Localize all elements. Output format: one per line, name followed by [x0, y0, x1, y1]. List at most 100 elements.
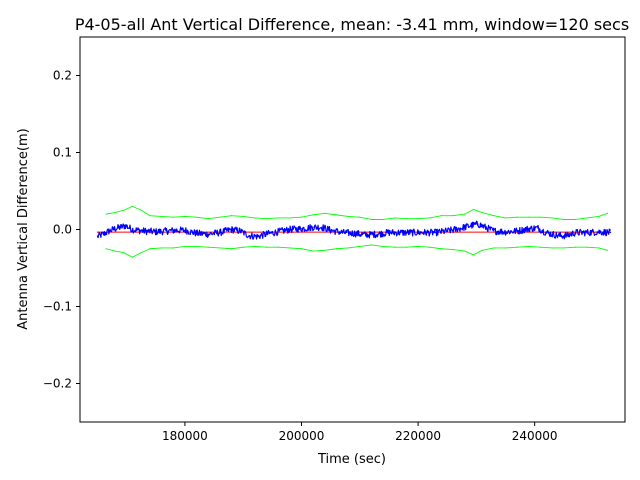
series-point-upper-bound: [207, 218, 209, 220]
series-point-lower-bound: [528, 245, 530, 248]
series-point-vertical-difference: [574, 231, 577, 234]
series-line-lower-bound: [106, 244, 608, 258]
series-point-upper-bound: [440, 215, 442, 217]
series-point-lower-bound: [586, 246, 588, 248]
series-point-upper-bound: [105, 213, 107, 215]
series-point-vertical-difference: [300, 228, 303, 230]
series-point-vertical-difference: [248, 235, 250, 237]
series-point-lower-bound: [324, 249, 326, 251]
series-point-upper-bound: [277, 217, 279, 219]
series-point-mean: [96, 231, 99, 233]
series-point-upper-bound: [312, 214, 314, 216]
series-point-vertical-difference: [458, 228, 460, 230]
axis-layer: 180000 200000 220000 240000 −0.2 −0.1 0.0 0.1 0.…: [43, 69, 558, 444]
series-point-upper-bound: [493, 215, 495, 217]
series-point-upper-bound: [370, 218, 373, 221]
series-point-vertical-difference: [219, 231, 221, 234]
series-point-vertical-difference: [114, 228, 116, 230]
series-point-upper-bound: [598, 215, 600, 218]
series-point-lower-bound: [347, 247, 349, 249]
series-point-upper-bound: [551, 217, 553, 219]
series-point-upper-bound: [574, 218, 577, 221]
series-point-vertical-difference: [566, 235, 568, 237]
series-point-upper-bound: [417, 218, 419, 220]
series-point-upper-bound: [586, 217, 588, 219]
series-point-upper-bound: [359, 216, 361, 218]
series-point-upper-bound: [539, 216, 542, 218]
series-point-vertical-difference: [516, 230, 518, 232]
series-point-upper-bound: [242, 215, 244, 218]
series-point-lower-bound: [105, 248, 107, 250]
series-point-vertical-difference: [239, 230, 241, 232]
series-point-upper-bound: [289, 217, 291, 219]
series-point-lower-bound: [300, 248, 303, 250]
series-point-vertical-difference: [353, 232, 355, 234]
series-point-vertical-difference: [469, 225, 472, 227]
series-point-vertical-difference: [108, 230, 110, 232]
series-point-upper-bound: [504, 217, 507, 219]
series-point-upper-bound: [472, 208, 475, 211]
series-point-upper-bound: [429, 217, 431, 219]
series-point-lower-bound: [539, 246, 542, 248]
series-point-lower-bound: [230, 248, 233, 250]
series-point-upper-bound: [140, 209, 142, 211]
series-point-lower-bound: [452, 248, 454, 251]
series-point-lower-bound: [417, 245, 419, 248]
x-axis-label: Time (sec): [317, 452, 386, 467]
series-point-upper-bound: [230, 215, 233, 217]
chart-title: P4-05-all Ant Vertical Difference, mean:…: [75, 15, 629, 34]
y-tick-label: 0.1: [53, 146, 72, 160]
series-point-vertical-difference: [504, 231, 507, 233]
series-point-upper-bound: [563, 218, 565, 221]
series-point-vertical-difference: [376, 233, 378, 235]
series-point-lower-bound: [598, 247, 600, 249]
series-point-lower-bound: [131, 256, 134, 258]
series-point-vertical-difference: [493, 230, 495, 232]
series-point-lower-bound: [359, 245, 361, 248]
series-point-lower-bound: [123, 252, 125, 254]
series-point-lower-bound: [289, 247, 291, 249]
series-point-lower-bound: [429, 246, 431, 248]
series-point-lower-bound: [312, 250, 314, 252]
series-point-vertical-difference: [230, 228, 233, 231]
series-point-lower-bound: [606, 249, 609, 251]
series-point-upper-bound: [347, 215, 349, 218]
series-point-vertical-difference: [536, 227, 539, 229]
series-point-upper-bound: [254, 217, 256, 219]
series-point-lower-bound: [382, 245, 384, 248]
series-point-vertical-difference: [341, 231, 343, 234]
series-point-vertical-difference: [545, 231, 547, 234]
series-point-upper-bound: [464, 213, 466, 215]
series-point-upper-bound: [149, 215, 151, 217]
series-point-vertical-difference: [195, 232, 198, 234]
series-point-lower-bound: [472, 254, 475, 256]
series-point-lower-bound: [277, 246, 279, 248]
y-tick-label: −0.2: [43, 377, 72, 391]
series-point-vertical-difference: [423, 231, 425, 234]
series-point-vertical-difference: [155, 231, 157, 233]
series-point-lower-bound: [493, 247, 495, 249]
series-point-upper-bound: [161, 215, 163, 218]
series-line-vertical-difference: [96, 220, 611, 240]
series-point-upper-bound: [516, 216, 518, 218]
series-point-lower-bound: [335, 248, 338, 250]
series-point-vertical-difference: [96, 235, 99, 238]
series-point-upper-bound: [335, 214, 338, 216]
x-tick-label: 180000: [162, 429, 208, 443]
y-tick-label: 0.0: [53, 223, 72, 237]
series-point-upper-bound: [382, 218, 384, 221]
series-point-upper-bound: [131, 205, 134, 207]
series-point-lower-bound: [464, 250, 466, 252]
series-point-vertical-difference: [557, 235, 559, 237]
x-tick-label: 220000: [395, 429, 441, 443]
series-point-vertical-difference: [143, 230, 145, 232]
x-tick-label: 200000: [279, 429, 325, 443]
series-point-upper-bound: [184, 215, 186, 218]
series-point-vertical-difference: [124, 225, 127, 227]
series-point-upper-bound: [172, 216, 174, 218]
series-point-vertical-difference: [131, 228, 134, 231]
series-point-upper-bound: [481, 211, 483, 214]
series-point-lower-bound: [149, 248, 151, 250]
